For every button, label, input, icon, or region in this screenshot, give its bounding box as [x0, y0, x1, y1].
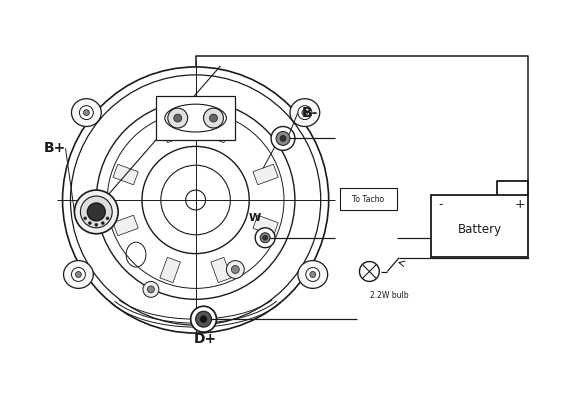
- Bar: [113, 215, 138, 236]
- Circle shape: [143, 282, 159, 297]
- Circle shape: [196, 311, 212, 327]
- Circle shape: [359, 262, 379, 282]
- Circle shape: [87, 203, 105, 221]
- Circle shape: [75, 190, 118, 234]
- FancyBboxPatch shape: [156, 96, 235, 140]
- Text: 2.2W bulb: 2.2W bulb: [370, 291, 409, 300]
- Circle shape: [260, 233, 270, 243]
- Ellipse shape: [298, 260, 328, 288]
- Circle shape: [95, 223, 98, 226]
- Circle shape: [298, 106, 312, 120]
- Circle shape: [71, 268, 85, 282]
- Bar: [160, 257, 181, 283]
- FancyBboxPatch shape: [340, 188, 397, 210]
- Circle shape: [75, 272, 82, 278]
- Circle shape: [280, 136, 286, 142]
- Text: -: -: [439, 198, 443, 212]
- Text: D+: D+: [194, 332, 217, 346]
- Bar: [211, 117, 231, 143]
- Circle shape: [168, 108, 188, 128]
- Circle shape: [200, 316, 207, 323]
- Circle shape: [101, 222, 104, 224]
- Bar: [253, 164, 278, 185]
- Bar: [160, 117, 181, 143]
- Bar: [253, 215, 278, 236]
- Ellipse shape: [63, 260, 93, 288]
- Circle shape: [263, 235, 268, 240]
- Circle shape: [80, 196, 112, 228]
- Text: Battery: Battery: [457, 223, 501, 236]
- Circle shape: [226, 260, 245, 278]
- Circle shape: [83, 110, 89, 116]
- Circle shape: [310, 272, 316, 278]
- Ellipse shape: [290, 99, 320, 126]
- Circle shape: [84, 217, 87, 220]
- Circle shape: [106, 217, 109, 220]
- Circle shape: [231, 266, 239, 274]
- Circle shape: [174, 114, 182, 122]
- Circle shape: [88, 222, 91, 224]
- Circle shape: [306, 268, 320, 282]
- Circle shape: [255, 228, 275, 248]
- Ellipse shape: [71, 99, 101, 126]
- FancyBboxPatch shape: [431, 195, 528, 257]
- Circle shape: [209, 114, 217, 122]
- Bar: [211, 257, 231, 283]
- Circle shape: [271, 126, 295, 150]
- Text: B-: B-: [302, 106, 318, 120]
- Bar: [113, 164, 138, 185]
- Circle shape: [191, 306, 216, 332]
- Circle shape: [79, 106, 93, 120]
- Text: W: W: [248, 213, 260, 223]
- Circle shape: [204, 108, 224, 128]
- Circle shape: [148, 286, 155, 293]
- Text: B+: B+: [44, 141, 66, 155]
- Text: +: +: [515, 198, 526, 212]
- Circle shape: [302, 110, 308, 116]
- Circle shape: [276, 132, 290, 145]
- Text: To Tacho: To Tacho: [353, 194, 384, 204]
